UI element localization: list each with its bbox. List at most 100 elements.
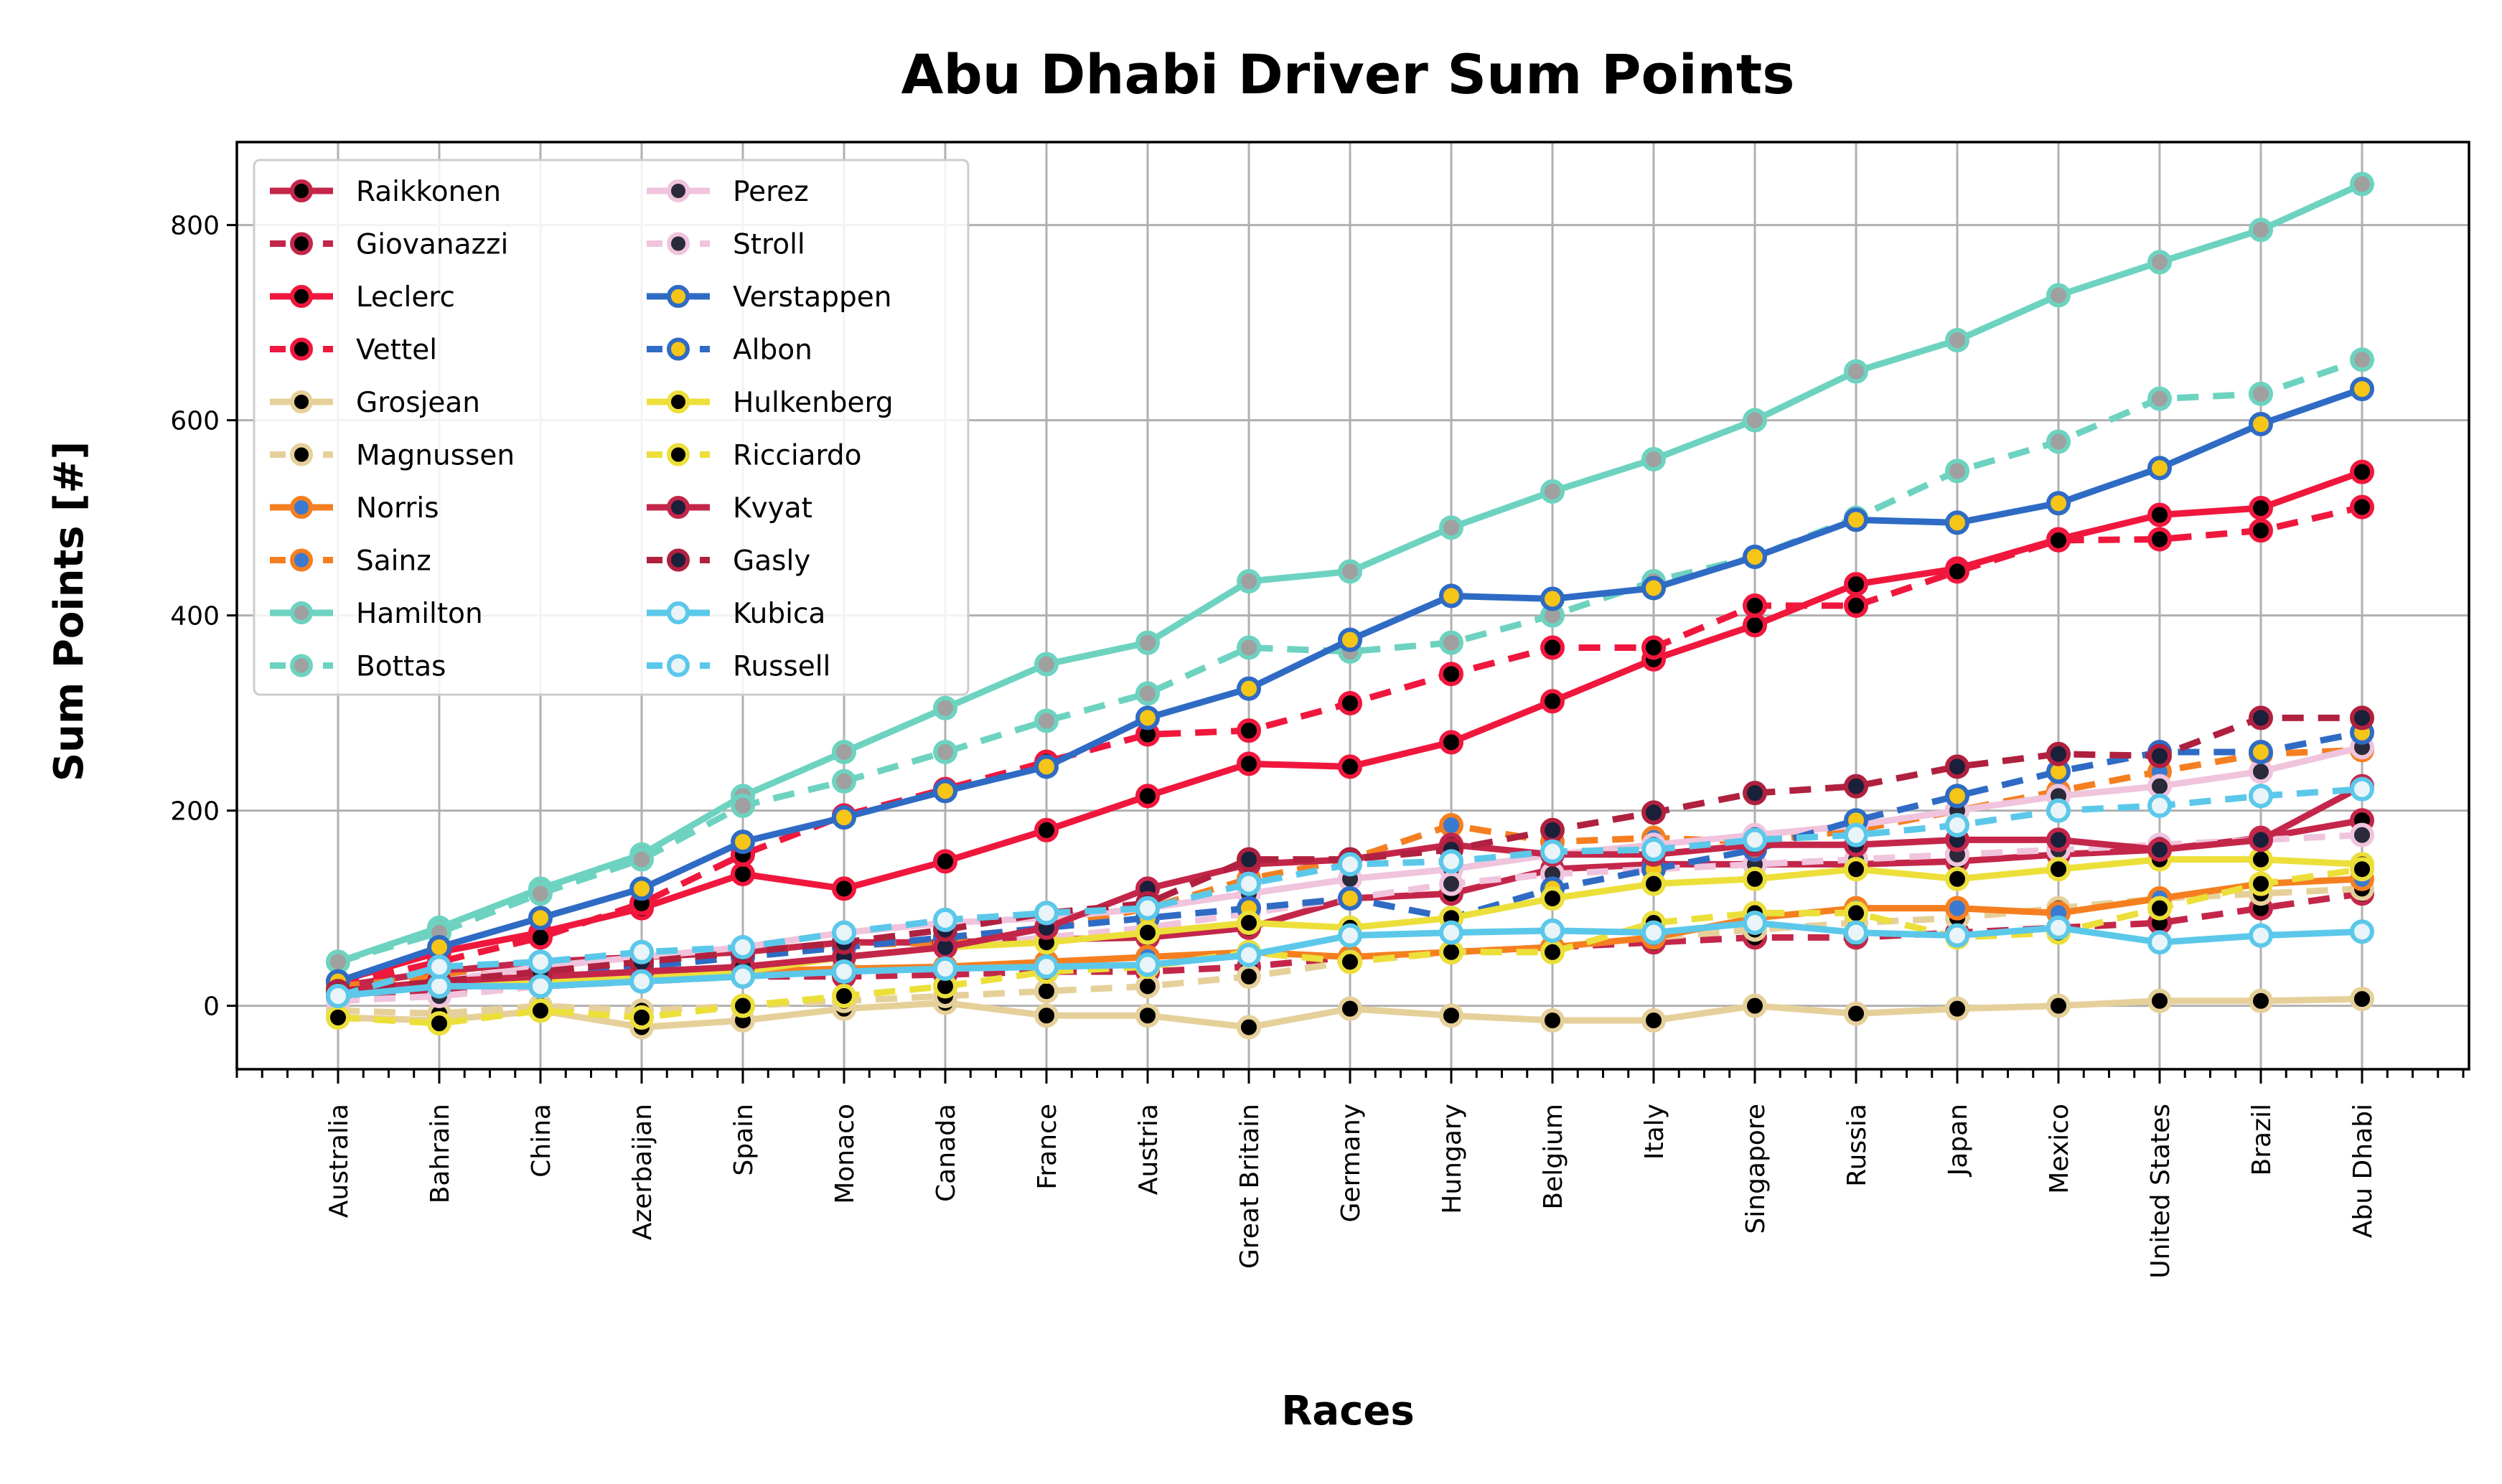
x-tick-label: Russia [1842,1104,1872,1187]
data-point [2147,386,2172,411]
data-point [1945,866,1969,891]
data-point [2147,456,2172,481]
data-point [2249,740,2273,764]
y-tick-label: 200 [170,797,220,827]
data-point [629,939,654,964]
data-point [1844,822,1868,847]
data-point [1439,630,1463,655]
data-point [2350,822,2374,847]
data-point [832,769,856,794]
data-point [2350,172,2374,197]
legend-item-norris: Norris [270,492,439,525]
data-point [1237,751,1261,776]
legend-item-stroll: Stroll [647,229,805,261]
legend-item-kubica: Kubica [647,598,825,630]
legend-swatch-marker [667,601,690,624]
data-point [1641,635,1666,660]
legend-item-hulkenberg: Hulkenberg [647,387,894,419]
legend-item-albon: Albon [647,334,812,367]
data-point [1439,920,1463,945]
data-point [2249,705,2273,731]
legend-label: Kubica [733,598,825,630]
legend-label: Gasly [733,545,810,578]
data-point [528,998,553,1023]
data-point [427,935,451,959]
legend-label: Kvyat [733,492,812,525]
legend-box [253,159,970,696]
data-point [1540,918,1565,943]
y-tick-label: 800 [170,212,220,241]
legend-item-magnussen: Magnussen [270,440,515,472]
legend-swatch-marker [290,285,313,308]
x-tick-label: Mexico [2045,1104,2074,1194]
data-point [2046,827,2071,853]
legend-swatch-marker [290,654,313,677]
data-point [1135,896,1160,921]
x-tick-label: Abu Dhabi [2348,1104,2378,1238]
data-point [1844,901,1868,926]
data-point [2147,793,2172,818]
data-point [731,793,755,818]
data-point [2350,459,2374,484]
data-point [1034,708,1059,733]
data-point [2249,827,2273,853]
data-point [2249,847,2273,872]
data-point [1237,847,1261,872]
legend-item-gasly: Gasly [647,545,810,578]
legend-label: Stroll [733,229,805,261]
data-point [933,956,957,981]
data-point [528,925,553,950]
legend-item-sainz: Sainz [270,545,431,578]
series-line [337,357,2363,965]
legend-label: Russell [733,651,830,683]
data-point [2350,919,2374,944]
data-point [1439,662,1463,687]
data-point [1844,920,1868,945]
x-tick-label: China [527,1104,556,1178]
data-point [1237,911,1261,935]
x-tick-label: United States [2146,1104,2175,1279]
x-tick-label: Austria [1134,1104,1163,1195]
data-point [629,1005,654,1030]
x-tick-label: Spain [729,1104,759,1176]
data-point [1540,1008,1565,1033]
legend-swatch-marker [290,443,313,466]
data-point [731,935,755,959]
legend-label: Verstappen [733,281,891,314]
data-point [731,830,755,855]
data-point [933,740,957,764]
data-point [1237,871,1261,896]
data-point [1743,911,1767,935]
x-tick-label: Bahrain [426,1104,455,1203]
data-point [2147,527,2172,552]
data-point [1034,979,1059,1004]
legend-label: Giovanazzi [356,229,508,261]
data-point [629,876,654,901]
legend-swatch-marker [667,496,690,519]
data-point [2147,930,2172,955]
data-point [427,974,451,999]
data-point [2147,896,2172,921]
data-point [1743,408,1767,433]
data-point [1439,1003,1463,1028]
chart-title: Abu Dhabi Driver Sum Points [901,42,1795,106]
legend-label: Hulkenberg [733,387,894,419]
data-point [1945,328,1969,353]
series-kubica [326,911,2374,1008]
data-point [1439,515,1463,540]
legend-swatch-marker [290,496,313,519]
data-point [933,779,957,804]
legend-label: Hamilton [356,598,483,630]
data-point [1641,576,1666,601]
data-point [2046,429,2071,454]
data-point [1945,923,1969,948]
legend-swatch-marker [290,390,313,413]
data-point [731,964,755,989]
data-point [1540,479,1565,504]
data-point [2249,496,2273,520]
data-point [528,974,553,999]
data-point [1844,507,1868,532]
data-point [2249,923,2273,948]
